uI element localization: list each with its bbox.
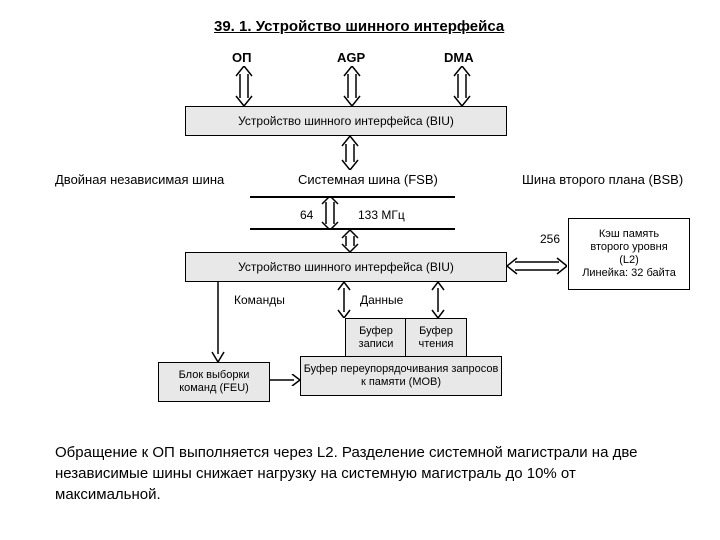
label-commands: Команды bbox=[234, 293, 285, 307]
box-cache: Кэш память второго уровня (L2) Линейка: … bbox=[568, 218, 690, 290]
arrow-data-updown bbox=[336, 282, 352, 318]
caption-text: Обращение к ОП выполняется через L2. Раз… bbox=[55, 442, 675, 505]
box-biu2: Устройство шинного интерфейса (BIU) bbox=[185, 252, 507, 282]
arrow-mob-up bbox=[402, 394, 418, 414]
arrow-feu-mob bbox=[270, 374, 300, 386]
diagram-title: 39. 1. Устройство шинного интерфейса bbox=[214, 18, 504, 35]
arrow-dma-biu1 bbox=[450, 66, 474, 106]
label-bus64: 64 bbox=[300, 208, 313, 222]
label-bsb256: 256 bbox=[540, 232, 560, 246]
box-feu: Блок выборки команд (FEU) bbox=[158, 362, 270, 402]
box-buf-read: Буфер чтения bbox=[405, 318, 467, 358]
label-data: Данные bbox=[360, 293, 403, 307]
hline-fsb-top bbox=[250, 196, 455, 198]
label-dib: Двойная независимая шина bbox=[55, 172, 224, 187]
box-mob: Буфер переупорядочивания запросов к памя… bbox=[300, 356, 502, 396]
arrow-op-biu1 bbox=[232, 66, 256, 106]
arrow-fsb-left bbox=[318, 196, 342, 230]
box-buf-write: Буфер записи bbox=[345, 318, 407, 358]
label-bsb: Шина второго плана (BSB) bbox=[522, 172, 683, 187]
arrow-biu2-cache bbox=[507, 254, 567, 278]
label-bus133: 133 МГц bbox=[358, 208, 405, 222]
arrow-biu1-fsb bbox=[338, 136, 362, 170]
label-dma: DMA bbox=[444, 50, 474, 65]
arrow-data-updown2 bbox=[430, 282, 446, 318]
box-biu1: Устройство шинного интерфейса (BIU) bbox=[185, 106, 507, 136]
arrow-cmd-down bbox=[210, 282, 226, 362]
label-fsb: Системная шина (FSB) bbox=[298, 172, 438, 187]
label-agp: AGP bbox=[337, 50, 365, 65]
arrow-agp-biu1 bbox=[340, 66, 364, 106]
arrow-fsb-biu2 bbox=[338, 230, 362, 252]
label-op: ОП bbox=[232, 50, 251, 65]
